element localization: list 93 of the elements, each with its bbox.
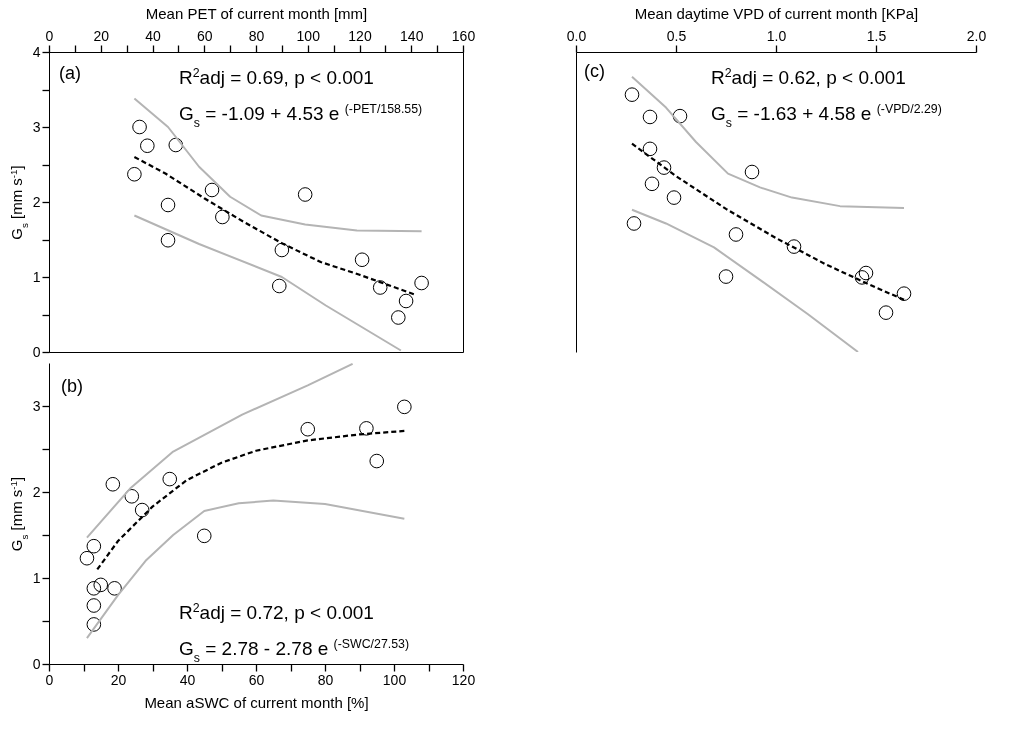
point: [162, 471, 178, 487]
x-tick-label: 20: [93, 27, 110, 44]
annotation: (b): [61, 376, 83, 396]
x-tick-label: 60: [196, 27, 213, 44]
x-tick-label: 100: [296, 27, 321, 44]
point: [398, 293, 414, 309]
line-series: [133, 214, 402, 352]
annotation: R$^{2}$adj = 0.69, p < 0.001: [179, 66, 374, 88]
point: [858, 265, 874, 281]
point: [86, 598, 102, 613]
point: [354, 252, 370, 268]
point: [372, 280, 388, 295]
point: [140, 138, 155, 154]
point: [359, 421, 374, 436]
point: [86, 538, 102, 554]
x-tick-label: 1.0: [766, 27, 787, 44]
x-tick-label: 20: [110, 671, 127, 688]
annotation: R$^{2}$adj = 0.72, p < 0.001: [179, 601, 374, 623]
x-tick-label: 0.0: [566, 27, 587, 44]
y-tick-label: 1: [32, 268, 41, 285]
point: [718, 269, 734, 284]
annotation: G$_{s}$ = -1.09 + 4.53 e $^{(-PET/158.55)}$: [179, 102, 423, 130]
line-series: [85, 363, 354, 539]
y-tick-label: 3: [32, 118, 41, 135]
point: [397, 399, 412, 415]
point: [79, 550, 95, 566]
line-series: [85, 499, 406, 640]
point: [86, 617, 102, 632]
x-tick-label: 160: [451, 27, 476, 44]
point: [624, 87, 640, 102]
x-tick-label: 40: [145, 27, 161, 44]
point: [86, 581, 102, 596]
x-tick-label: 80: [248, 27, 265, 44]
point: [300, 421, 316, 437]
annotation: G$_{s}$ = 2.78 - 2.78 e $^{(-SWC/27.53)}$: [179, 637, 410, 665]
y-tick-label: 0: [32, 343, 41, 360]
y-tick-label: 1: [32, 569, 41, 586]
y-tick-label: 3: [32, 397, 41, 414]
point: [642, 109, 658, 125]
point: [215, 209, 230, 225]
point: [107, 581, 122, 596]
point: [854, 270, 870, 285]
point: [878, 305, 894, 320]
annotation: (a): [59, 63, 81, 83]
annotation: (c): [584, 61, 605, 81]
point: [626, 216, 642, 231]
x-tick-label: 2.0: [966, 27, 987, 44]
x-tick-label: 120: [451, 671, 476, 688]
point: [160, 197, 176, 213]
point: [297, 187, 313, 202]
x-tick-label: 0: [45, 671, 54, 688]
point: [160, 232, 176, 248]
point: [744, 164, 760, 180]
y-tick-label: 2: [32, 483, 41, 500]
point: [728, 227, 744, 242]
point: [656, 160, 672, 175]
point: [93, 577, 109, 593]
x-tick-label: 140: [400, 27, 424, 44]
x-tick-label: 120: [348, 27, 372, 44]
x-tick-label: 80: [317, 671, 334, 688]
point: [642, 141, 658, 157]
y-tick-label: 4: [32, 43, 41, 60]
point: [271, 278, 287, 294]
y-tick-label: 2: [32, 193, 41, 210]
point: [196, 528, 212, 544]
x-tick-label: 100: [382, 671, 407, 688]
point: [132, 119, 147, 135]
point: [204, 182, 220, 198]
x-axis-title: Mean aSWC of current month [%]: [144, 693, 369, 711]
point: [896, 286, 912, 301]
annotation: G$_{s}$ = -1.63 + 4.58 e $^{(-VPD/2.29)}$: [711, 102, 942, 130]
point: [168, 137, 184, 153]
point: [127, 166, 142, 182]
point: [666, 190, 682, 205]
x-tick-label: 40: [179, 671, 196, 688]
line-series: [133, 97, 423, 233]
point: [644, 176, 660, 192]
x-tick-label: 0.5: [666, 27, 687, 44]
point: [672, 108, 688, 124]
x-tick-label: 0: [45, 27, 54, 44]
point: [134, 502, 150, 518]
x-axis-title: Mean PET of current month [mm]: [145, 4, 368, 22]
point: [369, 453, 385, 469]
x-axis-title: Mean daytime VPD of current month [KPa]: [634, 4, 919, 22]
point: [391, 310, 406, 325]
point: [414, 275, 429, 291]
point: [105, 476, 121, 492]
point: [274, 242, 290, 258]
annotation: R$^{2}$adj = 0.62, p < 0.001: [711, 66, 906, 88]
x-tick-label: 1.5: [866, 27, 887, 44]
point: [786, 239, 802, 254]
x-tick-label: 60: [248, 671, 265, 688]
y-tick-label: 0: [32, 655, 41, 672]
